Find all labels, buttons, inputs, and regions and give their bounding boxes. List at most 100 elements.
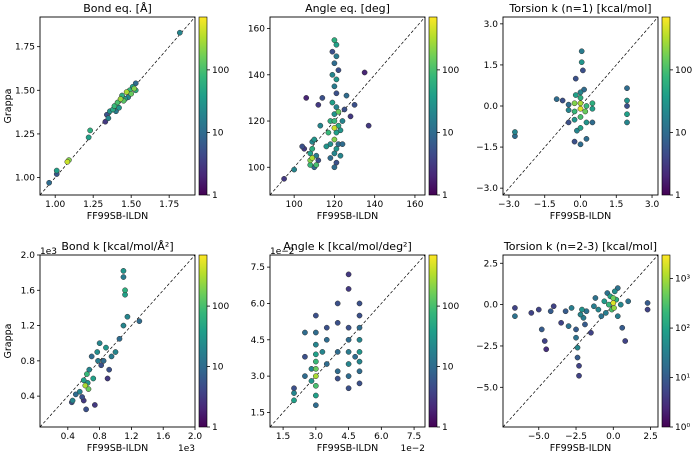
scatter-point — [331, 118, 338, 124]
scatter-point — [331, 150, 338, 157]
x-tick-label: 3.0 — [645, 200, 660, 210]
scatter-point — [345, 271, 352, 278]
scatter-point — [313, 162, 320, 168]
scatter-point — [312, 366, 319, 372]
scatter-point — [577, 141, 584, 148]
scatter-point — [333, 41, 340, 48]
scatter-point — [345, 361, 352, 367]
scatter-point — [589, 105, 596, 112]
scatter-point — [601, 298, 608, 305]
y-axis-multiplier: 1e3 — [40, 247, 57, 257]
scatter-point — [331, 83, 338, 90]
scatter-point — [124, 313, 131, 320]
scatter-point — [317, 122, 324, 129]
scatter-point — [323, 336, 330, 343]
scatter-point — [625, 298, 632, 305]
scatter-point — [91, 402, 98, 408]
x-axis-label: FF99SB-ILDN — [87, 443, 149, 454]
scatter-point — [611, 305, 617, 311]
scatter-point — [356, 300, 363, 307]
scatter-point — [335, 108, 342, 115]
panel-title: Torsion k (n=1) [kcal/mol] — [508, 2, 651, 15]
scatter-point — [82, 382, 89, 389]
scatter-point — [303, 95, 310, 101]
scatter-point — [582, 321, 588, 328]
identity-line — [502, 254, 659, 428]
x-tick-label: 140 — [366, 200, 383, 210]
colorbar-tick-label: 1 — [675, 191, 681, 201]
x-tick-label: 1.6 — [156, 432, 171, 442]
scatter-point — [580, 67, 586, 74]
scatter-point — [83, 406, 89, 413]
scatter-point — [302, 373, 308, 379]
axes-frame — [502, 254, 659, 428]
scatter-point — [583, 136, 590, 142]
y-tick-label: 120 — [248, 117, 265, 127]
y-tick-label: 3.0 — [251, 372, 266, 382]
scatter-point — [565, 323, 572, 329]
scatter-point — [334, 349, 341, 355]
scatter-point — [572, 75, 579, 82]
scatter-point — [103, 344, 109, 351]
scatter-point — [558, 319, 564, 326]
scatter-point — [577, 94, 584, 101]
identity-line — [39, 16, 196, 196]
scatter-point — [579, 306, 585, 313]
scatter-point — [122, 287, 128, 294]
scatter-point — [291, 397, 297, 404]
scatter-point — [319, 349, 326, 355]
scatter-point — [84, 371, 90, 377]
panel-title: Bond eq. [Å] — [83, 2, 152, 15]
scatter-point — [624, 119, 630, 126]
scatter-point — [571, 108, 578, 115]
scatter-point — [312, 341, 319, 348]
scatter-point — [108, 353, 115, 360]
scatter-point — [329, 48, 336, 55]
scatter-point — [571, 138, 578, 145]
scatter-point — [574, 344, 581, 351]
x-axis-label: FF99SB-ILDN — [317, 443, 379, 454]
scatter-point — [622, 338, 629, 344]
colorbar-tick-label: 10 — [442, 363, 454, 373]
scatter-point — [104, 375, 111, 382]
scatter-point — [624, 85, 630, 92]
scatter-point — [307, 150, 314, 157]
scatter-point — [356, 358, 363, 365]
scatter-point — [176, 29, 183, 36]
colorbar — [661, 16, 671, 196]
scatter-point — [576, 362, 582, 369]
panel-5: Angle k [kcal/mol/deg²] 1.5 3.0 4.5 6.0 7.5 1.… — [251, 240, 460, 454]
x-axis-multiplier: 1e3 — [178, 444, 195, 454]
scatter-point — [345, 324, 352, 331]
scatter-point — [543, 346, 550, 353]
x-tick-label: 1.25 — [83, 200, 103, 210]
y-tick-label: 0.0 — [484, 301, 499, 311]
scatter-point — [117, 96, 124, 102]
colorbar-tick-label: 1 — [212, 191, 218, 201]
scatter-point — [592, 295, 599, 301]
scatter-point — [329, 71, 336, 78]
scatter-point — [565, 107, 572, 113]
scatter-point — [624, 111, 630, 118]
y-axis-multiplier: 1e−2 — [270, 247, 295, 257]
scatter-point — [291, 390, 297, 396]
x-tick-label: 3.0 — [309, 432, 324, 442]
scatter-point — [302, 353, 308, 360]
y-tick-label: 3.0 — [484, 20, 499, 30]
scatter-point — [333, 90, 340, 97]
scatter-point — [550, 303, 557, 310]
scatter-point — [335, 67, 342, 74]
y-axis-label: Grappa — [3, 324, 14, 359]
scatter-point — [331, 136, 338, 143]
scatter-point — [323, 143, 330, 150]
scatter-point — [329, 99, 336, 106]
scatter-point — [610, 295, 617, 301]
scatter-point — [331, 37, 338, 43]
x-tick-label: 6.0 — [374, 432, 389, 442]
scatter-point — [80, 377, 87, 384]
scatter-point — [365, 122, 372, 129]
scatter-point — [333, 104, 340, 111]
colorbar-tick-label: 10¹ — [675, 374, 690, 384]
scatter-point — [312, 402, 319, 409]
y-tick-label: 160 — [248, 25, 265, 35]
